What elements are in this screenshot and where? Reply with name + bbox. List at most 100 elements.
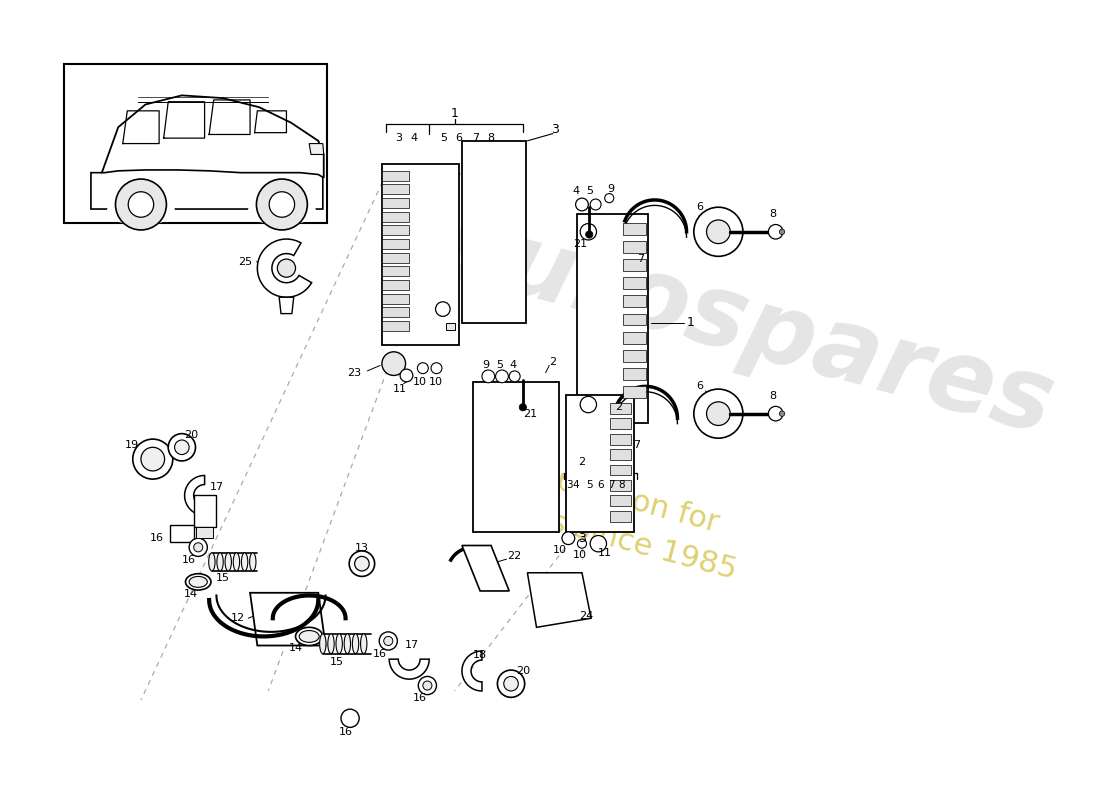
Text: 8: 8 (769, 210, 777, 219)
Text: 2: 2 (615, 402, 622, 412)
Text: 3: 3 (551, 123, 559, 137)
Ellipse shape (233, 553, 240, 571)
Text: 16: 16 (373, 649, 387, 658)
Ellipse shape (299, 630, 319, 642)
Circle shape (400, 369, 412, 382)
Circle shape (270, 192, 295, 218)
Text: a passion for
parts since 1985: a passion for parts since 1985 (486, 452, 750, 585)
Bar (382, 163, 459, 346)
Text: 10: 10 (429, 377, 442, 387)
Circle shape (694, 389, 743, 438)
Text: 4: 4 (572, 481, 579, 490)
Polygon shape (527, 573, 591, 627)
Ellipse shape (107, 196, 175, 226)
Ellipse shape (328, 634, 334, 654)
Circle shape (116, 179, 166, 230)
Circle shape (591, 199, 601, 210)
Ellipse shape (226, 553, 231, 571)
Bar (170, 526, 194, 542)
Circle shape (384, 637, 393, 646)
Text: 5: 5 (586, 481, 593, 490)
Circle shape (779, 229, 784, 234)
Text: 14: 14 (288, 643, 302, 654)
Text: 7: 7 (638, 254, 645, 264)
Bar (610, 480, 631, 491)
Circle shape (256, 179, 307, 230)
Bar (623, 259, 646, 271)
Circle shape (585, 231, 593, 238)
Text: 10: 10 (553, 545, 568, 555)
Circle shape (133, 439, 173, 479)
Bar (197, 527, 212, 538)
Circle shape (168, 434, 196, 461)
Bar (446, 322, 454, 330)
Circle shape (382, 352, 406, 375)
Bar (623, 222, 646, 234)
Text: 1: 1 (688, 316, 695, 330)
Text: 5: 5 (440, 133, 448, 143)
Circle shape (349, 551, 375, 577)
Bar (382, 294, 409, 304)
Circle shape (578, 539, 586, 548)
Ellipse shape (336, 634, 342, 654)
Bar (473, 382, 559, 532)
Circle shape (575, 198, 589, 211)
Circle shape (175, 440, 189, 454)
Bar (382, 239, 409, 249)
Text: 4: 4 (410, 133, 417, 143)
Text: 2: 2 (579, 457, 585, 467)
Bar (382, 307, 409, 318)
Bar (623, 314, 646, 326)
Ellipse shape (209, 553, 216, 571)
Bar (382, 253, 409, 262)
Bar (623, 350, 646, 362)
Bar (382, 171, 409, 181)
Text: 1: 1 (451, 107, 459, 120)
Text: 21: 21 (524, 409, 537, 418)
Circle shape (497, 670, 525, 698)
Text: 10: 10 (414, 377, 427, 387)
Text: 17: 17 (209, 482, 223, 492)
Circle shape (519, 404, 527, 411)
Text: 24: 24 (580, 611, 594, 622)
Bar (623, 278, 646, 289)
Ellipse shape (186, 574, 211, 590)
Text: 17: 17 (405, 640, 419, 650)
Text: eurospares: eurospares (428, 198, 1064, 456)
Text: 11: 11 (597, 548, 612, 558)
Circle shape (354, 557, 370, 571)
Text: 7: 7 (608, 481, 615, 490)
Ellipse shape (320, 634, 326, 654)
Text: 3: 3 (565, 481, 573, 490)
Ellipse shape (344, 634, 351, 654)
Bar (610, 434, 631, 445)
Ellipse shape (189, 577, 207, 587)
Text: 3: 3 (395, 133, 402, 143)
Ellipse shape (352, 634, 359, 654)
Bar (623, 368, 646, 380)
Text: 6: 6 (696, 202, 704, 212)
Circle shape (482, 370, 495, 382)
Polygon shape (462, 651, 482, 691)
Text: 9: 9 (482, 361, 490, 370)
Circle shape (496, 370, 508, 382)
Circle shape (189, 538, 207, 557)
Circle shape (341, 709, 360, 727)
Circle shape (779, 411, 784, 416)
Bar (194, 495, 216, 527)
Bar (382, 321, 409, 331)
Bar (610, 449, 631, 460)
Bar (565, 395, 634, 532)
Text: 20: 20 (516, 666, 530, 676)
Bar (382, 212, 409, 222)
Circle shape (580, 223, 596, 240)
Bar (382, 198, 409, 208)
Text: 6: 6 (696, 382, 704, 391)
Circle shape (141, 447, 165, 471)
Bar (610, 465, 631, 475)
Text: 21: 21 (573, 238, 587, 249)
Polygon shape (279, 298, 294, 314)
Text: 22: 22 (507, 551, 521, 562)
Text: 9: 9 (607, 184, 615, 194)
Polygon shape (250, 593, 326, 646)
